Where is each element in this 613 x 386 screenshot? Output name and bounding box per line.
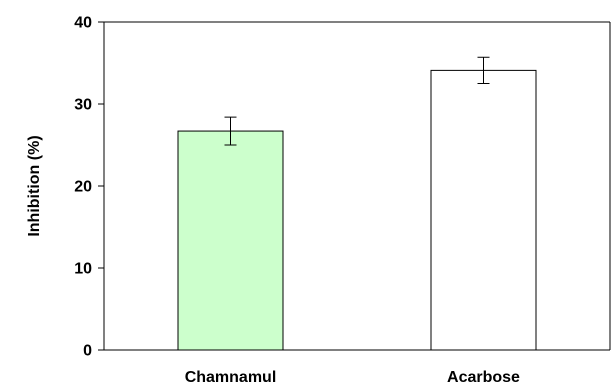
y-tick-label: 0 <box>83 343 92 360</box>
error-bars-group <box>224 56 490 146</box>
x-category-label: Chamnamul <box>185 369 277 386</box>
x-axis-labels: Chamnamul Acarbose <box>185 369 520 386</box>
bars-group <box>177 69 537 351</box>
bar-chamnamul <box>177 130 284 351</box>
y-tick-label: 10 <box>74 261 92 278</box>
y-axis-ticks: 0 10 20 30 40 <box>74 15 104 360</box>
y-tick-label: 30 <box>74 97 92 114</box>
y-axis-title: Inhibition (%) <box>26 135 43 236</box>
bar-acarbose <box>430 69 537 351</box>
y-tick-label: 40 <box>74 15 92 32</box>
y-tick-label: 20 <box>74 179 92 196</box>
x-category-label: Acarbose <box>447 369 520 386</box>
